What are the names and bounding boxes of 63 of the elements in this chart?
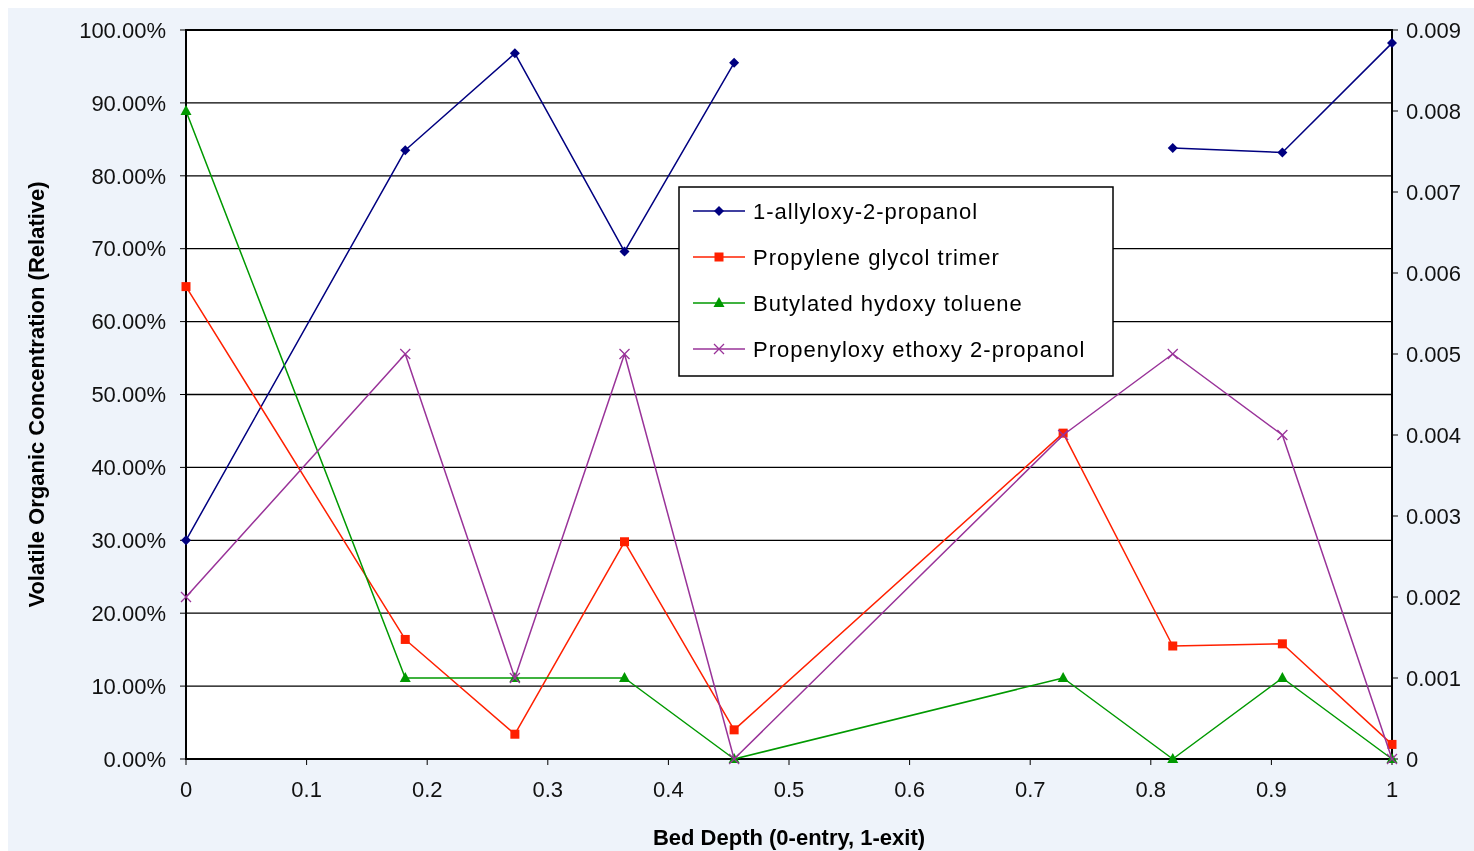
point [180, 591, 192, 603]
y2-tick-label: 0.004 [1406, 422, 1462, 448]
point [1057, 672, 1069, 682]
x-tick-label: 0.8 [1135, 777, 1167, 802]
point [1167, 143, 1178, 154]
point [1168, 641, 1178, 651]
legend-label: Propenyloxy ethoxy 2-propanol [753, 336, 1086, 362]
y-tick-label: 90.00% [91, 90, 166, 116]
x-tick-label: 0.1 [291, 777, 322, 802]
point [1167, 348, 1179, 360]
legend-label: Propylene glycol trimer [753, 244, 1000, 270]
point [1387, 38, 1397, 49]
y2-tick-label: 0 [1406, 746, 1419, 772]
y2-tick-label: 0.001 [1406, 665, 1462, 691]
y-axis-title: Volatile Organic Concentration (Relative) [24, 181, 49, 608]
x-tick-label: 0.4 [653, 777, 684, 802]
y-tick-label: 60.00% [91, 309, 166, 335]
point [729, 725, 739, 735]
y2-tick-label: 0.002 [1406, 584, 1462, 610]
x-tick-label: 0.5 [773, 777, 805, 802]
y2-tick-label: 0.007 [1406, 179, 1462, 205]
x-tick-label: 0.2 [411, 777, 443, 802]
point [1277, 147, 1288, 158]
point [181, 282, 191, 292]
point [1167, 753, 1179, 763]
y-tick-label: 40.00% [91, 455, 166, 481]
x-tick-label: 0.6 [894, 777, 925, 802]
y-tick-label: 70.00% [91, 236, 166, 262]
y2-tick-label: 0.005 [1406, 341, 1462, 367]
y-tick-label: 50.00% [91, 382, 166, 408]
x-tick-label: 0.7 [1014, 777, 1046, 802]
x-axis-title: Bed Depth (0-entry, 1-exit) [652, 825, 926, 850]
y-tick-label: 0.00% [103, 746, 166, 772]
point [400, 634, 410, 644]
point [619, 246, 630, 257]
y2-tick-label: 0.008 [1406, 98, 1462, 124]
y-tick-label: 20.00% [91, 600, 166, 626]
y-tick-label: 80.00% [91, 163, 166, 189]
point [729, 57, 740, 68]
point [510, 729, 520, 739]
point [619, 672, 630, 682]
point [1277, 639, 1287, 649]
point [509, 48, 520, 59]
point [618, 348, 631, 360]
point [399, 348, 411, 360]
x-tick-label: 0 [179, 777, 193, 802]
point [620, 537, 629, 547]
legend-label: 1-allyloxy-2-propanol [753, 198, 979, 224]
point [1276, 672, 1288, 682]
point [1387, 739, 1397, 749]
y-tick-label: 100.00% [79, 17, 166, 43]
y2-tick-label: 0.003 [1406, 503, 1462, 529]
legend-label: Butylated hydoxy toluene [753, 290, 1023, 316]
y2-tick-label: 0.009 [1406, 17, 1462, 43]
y-tick-label: 10.00% [91, 673, 166, 699]
x-tick-label: 1 [1385, 777, 1399, 802]
point [400, 145, 411, 156]
y-tick-label: 30.00% [91, 528, 166, 553]
point [1276, 429, 1289, 441]
x-tick-label: 0.9 [1256, 777, 1287, 802]
x-tick-label: 0.3 [532, 777, 564, 802]
y2-tick-label: 0.006 [1406, 260, 1462, 286]
point [399, 672, 411, 682]
